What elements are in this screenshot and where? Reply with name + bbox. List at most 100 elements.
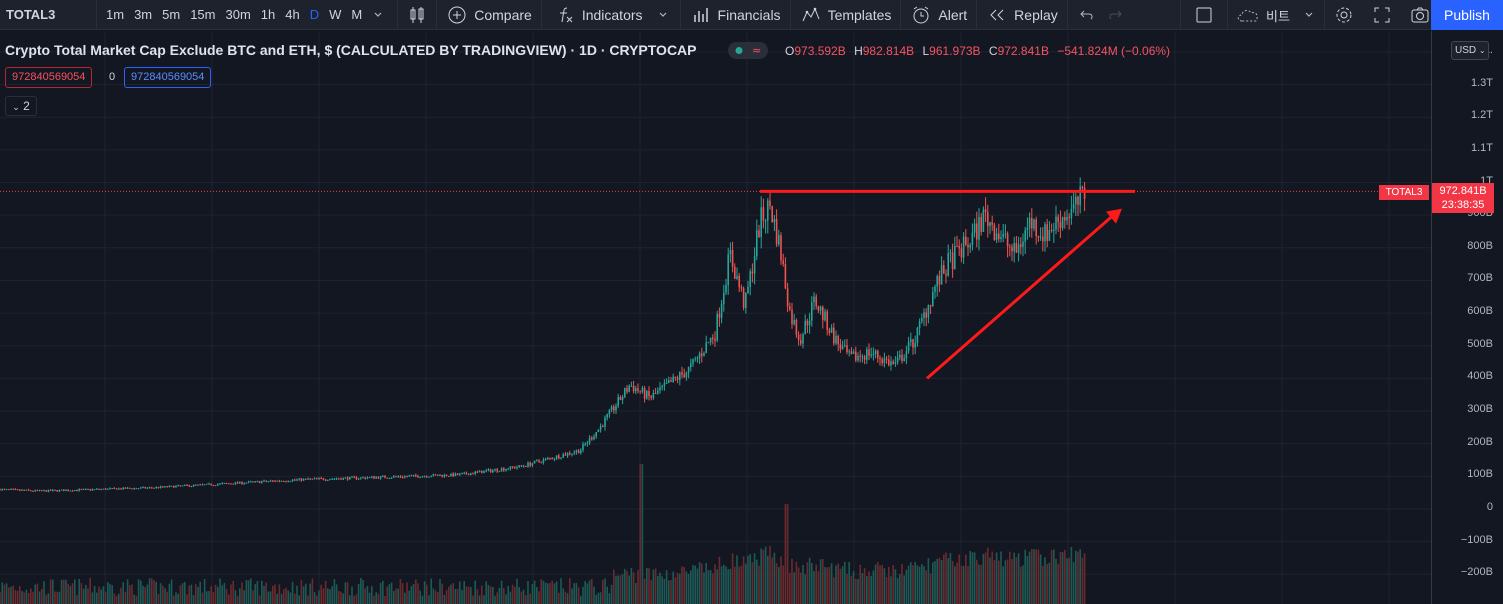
candle-body [613, 406, 615, 411]
candle-body [291, 479, 294, 482]
candle-body [472, 473, 474, 475]
interval-w[interactable]: W [329, 6, 342, 22]
indicator-input-left[interactable]: 972840569054 [5, 67, 93, 88]
volume-bar [573, 583, 575, 604]
candle-body [190, 486, 193, 488]
volume-bar [140, 580, 142, 604]
candle-body [738, 275, 740, 288]
volume-bar [1046, 564, 1048, 604]
chevron-down-icon[interactable] [1298, 4, 1320, 26]
volume-bar [126, 579, 129, 604]
replay-button[interactable]: Replay [977, 0, 1067, 30]
expand-icon[interactable] [1371, 4, 1393, 26]
candle-body [764, 220, 767, 222]
volume-bar [958, 554, 960, 604]
candle-body [470, 473, 472, 476]
interval-1m[interactable]: 1m [106, 6, 125, 22]
candle-body [269, 480, 272, 482]
indicator-input-right[interactable]: 972840569054 [124, 67, 212, 88]
volume-bar [544, 582, 547, 604]
indicators-button[interactable]: Indicators [542, 0, 652, 30]
redo-icon[interactable] [1104, 4, 1126, 26]
grid [0, 31, 1431, 604]
interval-5m[interactable]: 5m [162, 6, 181, 22]
trend-arrow-head [1106, 208, 1122, 224]
compare-button[interactable]: Compare [437, 0, 541, 30]
volume-bar [10, 586, 12, 604]
symbol-search[interactable]: TOTAL3 [0, 0, 97, 30]
volume-bar [514, 586, 516, 604]
candle-body [210, 483, 212, 486]
volume-bar [914, 561, 916, 604]
candles-icon[interactable] [406, 4, 428, 26]
candle-body [69, 490, 72, 492]
interval-30m[interactable]: 30m [225, 6, 251, 22]
interval-3m[interactable]: 3m [134, 6, 153, 22]
volume-bar [650, 580, 652, 604]
templates-button[interactable]: Templates [791, 0, 901, 30]
volume-bar [168, 583, 171, 604]
volume-bar [349, 595, 351, 604]
candle-body [998, 233, 1000, 239]
volume-bar [188, 585, 190, 604]
volume-bar [472, 595, 474, 604]
camera-icon[interactable] [1409, 4, 1431, 26]
candle-body [835, 335, 837, 344]
volume-bar [71, 583, 74, 604]
volume-bar [778, 566, 780, 604]
interval-d[interactable]: D [309, 6, 320, 22]
volume-bar [219, 578, 221, 604]
currency-select[interactable]: USD ⌄ [1451, 41, 1489, 60]
candle-body [619, 397, 622, 401]
candle-body [476, 471, 479, 473]
chevron-down-icon[interactable] [367, 4, 389, 26]
interval-m[interactable]: M [351, 6, 363, 22]
price-axis[interactable]: 1.1.3T1.2T1.1T1T900B800B700B600B500B400B… [1431, 31, 1503, 604]
candle-body [109, 488, 111, 490]
volume-bar [531, 584, 534, 604]
volume-bar [25, 589, 28, 604]
volume-bar [874, 564, 877, 604]
candle-body [780, 235, 782, 261]
interval-15m[interactable]: 15m [190, 6, 216, 22]
candle-body [1004, 233, 1007, 235]
candle-body [1015, 243, 1018, 253]
interval-1h[interactable]: 1h [260, 6, 276, 22]
candle-body [1075, 196, 1077, 204]
volume-bar [65, 579, 67, 604]
fullscreen-square-icon[interactable] [1193, 4, 1215, 26]
chart-pane[interactable] [0, 31, 1431, 604]
chart-title[interactable]: Crypto Total Market Cap Exclude BTC and … [5, 42, 697, 58]
volume-bar [118, 593, 120, 604]
interval-4h[interactable]: 4h [285, 6, 300, 22]
chevron-down-icon[interactable] [652, 4, 674, 26]
candle-body [351, 476, 353, 478]
volume-bar [929, 573, 932, 604]
alert-button[interactable]: Alert [901, 0, 976, 30]
candle-body [969, 245, 971, 248]
candle-body [694, 358, 696, 360]
candle-body [540, 461, 542, 463]
candle-body [531, 463, 534, 466]
candle-body [951, 252, 954, 270]
candle-body [368, 477, 371, 479]
volume-bar [166, 591, 168, 604]
candle-body [698, 353, 701, 358]
volume-bar [52, 579, 54, 604]
volume-bar [804, 574, 806, 604]
financials-button[interactable]: Financials [681, 0, 790, 30]
volume-bar [278, 584, 281, 604]
layout-name[interactable]: 비트 [1266, 8, 1290, 24]
candlestick-chart[interactable] [0, 31, 1431, 604]
candle-body [549, 457, 551, 459]
undo-icon[interactable] [1076, 4, 1098, 26]
volume-bar [855, 578, 857, 604]
collapse-indicators-button[interactable]: ⌄ 2 [5, 96, 37, 116]
gear-icon[interactable] [1333, 4, 1355, 26]
volume-bar [131, 584, 133, 604]
market-status[interactable]: ≈ [728, 42, 768, 59]
publish-button[interactable]: Publish [1431, 0, 1503, 30]
cloud-icon[interactable] [1236, 4, 1262, 26]
volume-bar [56, 591, 58, 604]
candle-body [712, 337, 714, 339]
